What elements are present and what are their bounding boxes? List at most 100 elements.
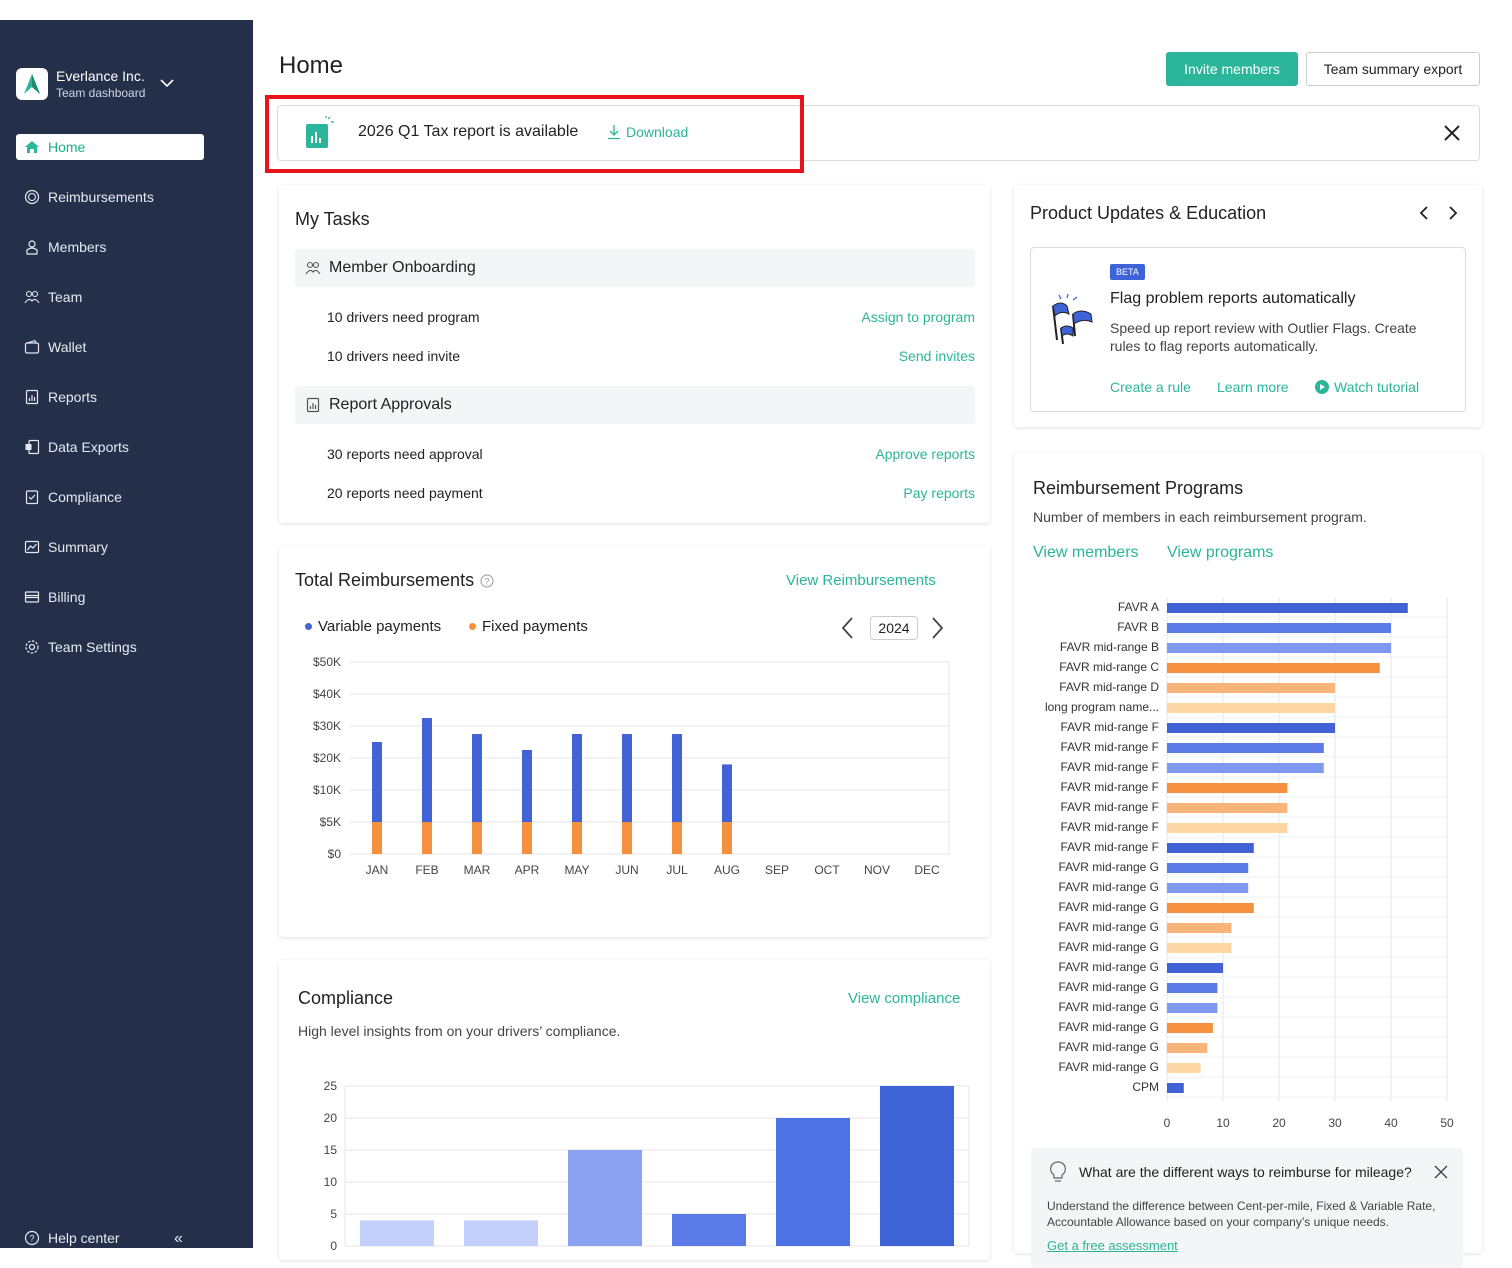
x-tick-label: 0 bbox=[1164, 1116, 1171, 1129]
program-bar bbox=[1167, 903, 1254, 913]
task-row: 10 drivers need program Assign to progra… bbox=[327, 309, 975, 325]
report-icon bbox=[306, 397, 320, 413]
my-tasks-title: My Tasks bbox=[295, 209, 370, 229]
tax-report-banner: 2026 Q1 Tax report is available Download bbox=[277, 105, 1480, 161]
compliance-bar bbox=[880, 1086, 954, 1246]
download-label: Download bbox=[626, 124, 689, 140]
download-link[interactable]: Download bbox=[606, 124, 688, 140]
invite-members-button[interactable]: Invite members bbox=[1166, 52, 1298, 86]
y-tick-label: 25 bbox=[324, 1079, 338, 1093]
sidebar-item-reports[interactable]: Reports bbox=[16, 384, 204, 410]
y-tick-label: FAVR mid-range G bbox=[1059, 1060, 1159, 1074]
sidebar-item-data-exports[interactable]: Data Exports bbox=[16, 434, 204, 460]
reimbursement-programs-card: Reimbursement Programs Number of members… bbox=[1014, 453, 1482, 1268]
pay-reports-link[interactable]: Pay reports bbox=[903, 485, 975, 501]
close-icon[interactable] bbox=[1441, 122, 1463, 144]
learn-more-link[interactable]: Learn more bbox=[1217, 379, 1289, 395]
sidebar-item-billing[interactable]: Billing bbox=[16, 584, 204, 610]
send-invites-link[interactable]: Send invites bbox=[898, 348, 975, 364]
sidebar-item-compliance[interactable]: Compliance bbox=[16, 484, 204, 510]
program-bar bbox=[1167, 723, 1335, 733]
fixed-dot bbox=[469, 623, 476, 630]
watch-tutorial-link[interactable]: Watch tutorial bbox=[1315, 379, 1419, 395]
create-rule-link[interactable]: Create a rule bbox=[1110, 379, 1191, 395]
y-tick-label: FAVR mid-range F bbox=[1061, 840, 1159, 854]
sidebar-item-team-settings[interactable]: Team Settings bbox=[16, 634, 204, 660]
collapse-sidebar-icon[interactable]: « bbox=[174, 1230, 183, 1247]
chevron-right-icon[interactable] bbox=[929, 616, 945, 640]
company-name: Everlance Inc. bbox=[56, 68, 145, 84]
bar-variable bbox=[522, 750, 532, 822]
sidebar-item-label: Team Settings bbox=[48, 639, 137, 655]
y-tick-label: 20 bbox=[324, 1111, 338, 1125]
sidebar-item-team[interactable]: Team bbox=[16, 284, 204, 310]
chevron-left-icon[interactable] bbox=[1418, 205, 1430, 221]
program-bar bbox=[1167, 663, 1380, 673]
y-tick-label: FAVR mid-range G bbox=[1059, 880, 1159, 894]
y-tick-label: FAVR mid-range C bbox=[1059, 660, 1159, 674]
sidebar-item-label: Data Exports bbox=[48, 439, 129, 455]
compliance-subtitle: High level insights from on your drivers… bbox=[298, 1023, 621, 1039]
report-approvals-header: Report Approvals bbox=[295, 386, 975, 424]
sidebar-item-reimbursements[interactable]: Reimbursements bbox=[16, 184, 204, 210]
beta-badge: BETA bbox=[1110, 264, 1145, 280]
y-tick-label: FAVR mid-range G bbox=[1059, 860, 1159, 874]
task-text: 30 reports need approval bbox=[327, 446, 483, 462]
task-text: 10 drivers need program bbox=[327, 309, 480, 325]
view-members-link[interactable]: View members bbox=[1033, 544, 1139, 561]
sidebar-item-label: Summary bbox=[48, 539, 108, 555]
program-bar bbox=[1167, 743, 1324, 753]
y-tick-label: FAVR mid-range G bbox=[1059, 980, 1159, 994]
member-icon bbox=[26, 240, 38, 255]
program-bar bbox=[1167, 763, 1324, 773]
tip-title: What are the different ways to reimburse… bbox=[1079, 1164, 1412, 1180]
info-icon[interactable]: ? bbox=[480, 574, 494, 588]
legend-variable-label: Variable payments bbox=[318, 618, 442, 635]
chevron-right-icon[interactable] bbox=[1447, 205, 1459, 221]
year-selector[interactable]: 2024 bbox=[870, 616, 918, 640]
y-tick-label: FAVR mid-range G bbox=[1059, 1040, 1159, 1054]
bar-fixed bbox=[522, 822, 532, 854]
home-icon bbox=[25, 141, 39, 153]
billing-icon bbox=[24, 591, 40, 603]
watch-tutorial-label: Watch tutorial bbox=[1334, 379, 1420, 395]
programs-chart: 0 10 20 30 40 50 FAVR A FAVR B FAVR mid-range B F… bbox=[1045, 597, 1454, 1129]
legend-variable: Variable payments bbox=[305, 618, 441, 635]
brand[interactable]: Everlance Inc. Team dashboard bbox=[16, 68, 145, 100]
close-icon[interactable] bbox=[1433, 1164, 1449, 1180]
program-bar bbox=[1167, 983, 1218, 993]
task-row: 20 reports need payment Pay reports bbox=[327, 485, 975, 501]
sidebar-item-label: Billing bbox=[48, 589, 86, 605]
approve-reports-link[interactable]: Approve reports bbox=[875, 446, 975, 462]
y-tick-label: FAVR mid-range D bbox=[1059, 680, 1159, 694]
lightbulb-icon bbox=[1050, 1161, 1066, 1182]
view-compliance-link[interactable]: View compliance bbox=[848, 990, 961, 1007]
team-summary-export-button[interactable]: Team summary export bbox=[1306, 52, 1480, 86]
banner-message: 2026 Q1 Tax report is available bbox=[358, 123, 579, 140]
sidebar-item-members[interactable]: Members bbox=[16, 234, 204, 260]
view-programs-link[interactable]: View programs bbox=[1167, 544, 1274, 561]
bar-fixed bbox=[722, 822, 732, 854]
help-icon: ? bbox=[24, 1230, 40, 1246]
x-tick-label: NOV bbox=[864, 863, 890, 877]
chevron-down-icon[interactable] bbox=[160, 78, 174, 88]
y-tick-label: FAVR mid-range G bbox=[1059, 1000, 1159, 1014]
x-tick-label: MAY bbox=[564, 863, 589, 877]
chevron-left-icon[interactable] bbox=[840, 616, 856, 640]
task-text: 20 reports need payment bbox=[327, 485, 483, 501]
sidebar-item-label: Reports bbox=[48, 389, 98, 405]
assign-to-program-link[interactable]: Assign to program bbox=[861, 309, 975, 325]
sidebar-item-wallet[interactable]: Wallet bbox=[16, 334, 204, 360]
program-bar bbox=[1167, 603, 1408, 613]
download-icon bbox=[608, 125, 620, 140]
bar-variable bbox=[672, 734, 682, 822]
y-tick-label: long program name... bbox=[1045, 700, 1159, 714]
sidebar-item-home[interactable]: Home bbox=[16, 134, 204, 160]
x-tick-label: JUL bbox=[666, 863, 688, 877]
sidebar-item-summary[interactable]: Summary bbox=[16, 534, 204, 560]
task-text: 10 drivers need invite bbox=[327, 348, 461, 364]
view-reimbursements-link[interactable]: View Reimbursements bbox=[786, 572, 936, 589]
program-bar bbox=[1167, 683, 1335, 693]
help-center-link[interactable]: ? Help center bbox=[24, 1230, 120, 1246]
free-assessment-link[interactable]: Get a free assessment bbox=[1047, 1238, 1178, 1253]
